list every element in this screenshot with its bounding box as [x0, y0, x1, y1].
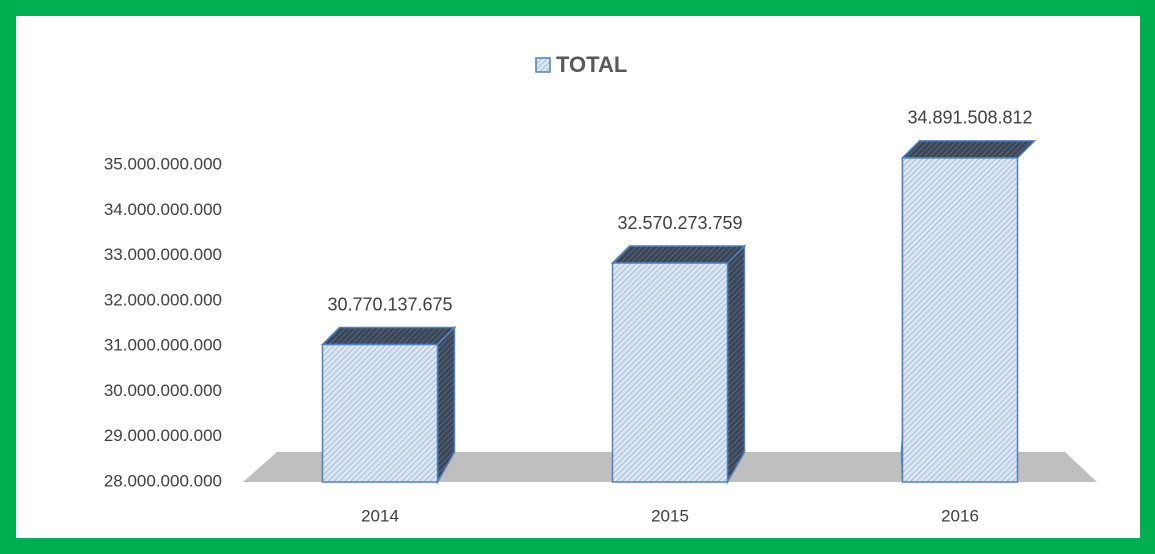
legend-swatch — [535, 57, 551, 73]
y-tick-label: 28.000.000.000 — [104, 471, 222, 490]
y-tick-label: 35.000.000.000 — [104, 154, 222, 173]
bar-top — [320, 326, 457, 346]
bar — [611, 262, 729, 483]
legend-label: TOTAL — [556, 52, 627, 77]
y-tick-label: 30.000.000.000 — [104, 381, 222, 400]
x-tick-label: 2015 — [651, 506, 689, 525]
value-label: 32.570.273.759 — [617, 213, 742, 233]
value-label: 34.891.508.812 — [907, 108, 1032, 128]
bar — [321, 343, 439, 483]
bar — [901, 157, 1019, 483]
y-tick-label: 29.000.000.000 — [104, 426, 222, 445]
y-tick-label: 34.000.000.000 — [104, 200, 222, 219]
value-label: 30.770.137.675 — [327, 294, 452, 314]
bar-top — [610, 245, 747, 264]
y-tick-label: 32.000.000.000 — [104, 290, 222, 309]
y-tick-label: 33.000.000.000 — [104, 245, 222, 264]
x-tick-label: 2014 — [361, 506, 399, 525]
bar-top — [900, 140, 1037, 159]
x-tick-label: 2016 — [941, 506, 979, 525]
y-tick-label: 31.000.000.000 — [104, 336, 222, 355]
bar-side — [726, 244, 746, 485]
